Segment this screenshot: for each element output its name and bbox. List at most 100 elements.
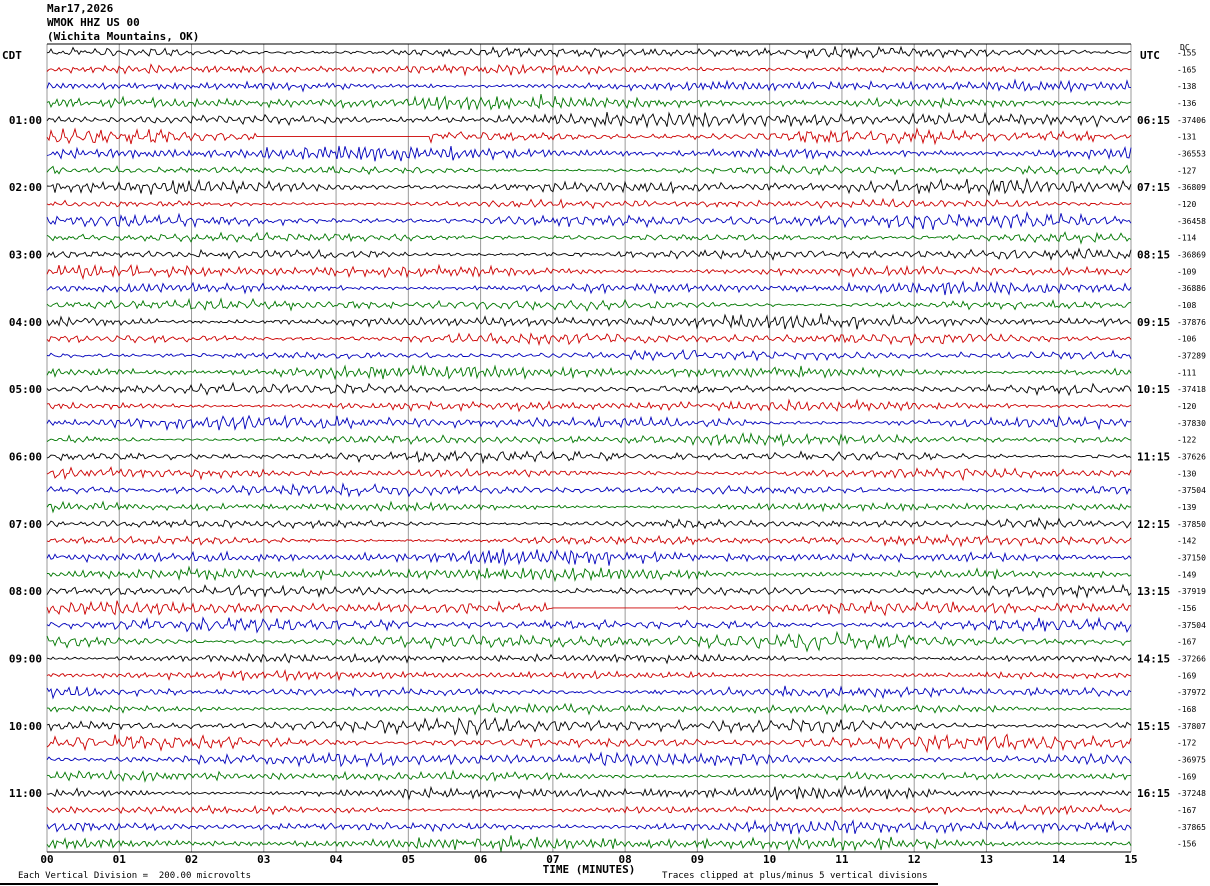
x-tick-label: 02: [185, 853, 198, 866]
x-tick-label: 01: [113, 853, 127, 866]
trace-row: [46, 630, 1132, 653]
dc-offset-value: -36458: [1177, 217, 1206, 226]
dc-offset-value: -37972: [1177, 688, 1206, 697]
header-location: (Wichita Mountains, OK): [47, 30, 200, 43]
trace-row: [46, 716, 1132, 737]
dc-offset-value: -37830: [1177, 419, 1206, 428]
trace-row: [46, 819, 1132, 835]
trace-row: [46, 533, 1132, 548]
bottom-bar: [0, 883, 938, 885]
dc-offset-value: -37876: [1177, 318, 1206, 327]
dc-offset-value: -37289: [1177, 351, 1206, 360]
right-time-label: 13:15: [1137, 585, 1170, 598]
trace-row: [46, 500, 1132, 514]
left-time-label: 09:00: [9, 652, 42, 665]
x-tick-label: 14: [1052, 853, 1066, 866]
left-time-label: 11:00: [9, 787, 42, 800]
x-axis-title: TIME (MINUTES): [542, 863, 636, 876]
dc-offset-header: DC: [1180, 43, 1190, 52]
left-time-label: 08:00: [9, 585, 42, 598]
x-tick-label: 10: [763, 853, 776, 866]
dc-offset-value: -168: [1177, 705, 1196, 714]
dc-offset-value: -139: [1177, 503, 1196, 512]
trace-row: [46, 177, 1132, 197]
dc-offset-value: -172: [1177, 739, 1196, 748]
left-time-label: 05:00: [9, 383, 42, 396]
trace-row: [46, 751, 1132, 768]
x-tick-label: 06: [474, 853, 488, 866]
dc-offset-value: -167: [1177, 638, 1196, 647]
x-tick-label: 09: [691, 853, 704, 866]
dc-offset-value: -114: [1177, 234, 1196, 243]
x-tick-label: 12: [908, 853, 921, 866]
left-time-label: 04:00: [9, 316, 42, 329]
right-time-label: 11:15: [1137, 450, 1170, 463]
dc-offset-value: -136: [1177, 99, 1196, 108]
trace-row: [46, 247, 1132, 261]
x-tick-label: 05: [402, 853, 415, 866]
trace-row: [46, 669, 1132, 683]
dc-offset-value: -169: [1177, 772, 1196, 781]
right-time-label: 16:15: [1137, 787, 1170, 800]
x-tick-label: 04: [329, 853, 343, 866]
trace-row: [46, 364, 1132, 381]
trace-row: [46, 231, 1132, 245]
trace-row: [46, 769, 1132, 783]
trace-row: [46, 381, 1132, 397]
header-date: Mar17,2026: [47, 2, 114, 15]
dc-offset-value: -111: [1177, 368, 1196, 377]
dc-offset-value: -165: [1177, 65, 1196, 74]
left-time-label: 02:00: [9, 181, 42, 194]
dc-offset-value: -156: [1177, 840, 1196, 849]
dc-offset-value: -130: [1177, 469, 1196, 478]
dc-offset-value: -37248: [1177, 789, 1206, 798]
trace-row: [46, 565, 1132, 583]
dc-offset-value: -37865: [1177, 823, 1206, 832]
dc-offset-value: -37406: [1177, 116, 1206, 125]
right-time-label: 09:15: [1137, 316, 1170, 329]
trace-row: [46, 652, 1132, 665]
dc-offset-value: -120: [1177, 200, 1196, 209]
dc-offset-value: -37807: [1177, 722, 1206, 731]
right-time-label: 12:15: [1137, 518, 1170, 531]
dc-offset-value: -36869: [1177, 250, 1206, 259]
x-tick-label: 03: [257, 853, 270, 866]
dc-offset-value: -169: [1177, 671, 1196, 680]
dc-offset-value: -108: [1177, 301, 1196, 310]
dc-offset-value: -37504: [1177, 486, 1206, 495]
trace-row: [46, 313, 1132, 330]
trace-row: [46, 733, 1132, 754]
trace-row: [46, 432, 1132, 447]
scale-note: Each Vertical Division = 200.00 microvol…: [18, 871, 251, 881]
right-timezone-label: UTC: [1140, 49, 1160, 62]
trace-row: [46, 516, 1132, 531]
trace-row: [46, 349, 1132, 362]
x-tick-label: 00: [40, 853, 53, 866]
trace-row: [46, 164, 1132, 176]
trace-row: [46, 482, 1132, 498]
dc-offset-value: -142: [1177, 537, 1196, 546]
dc-offset-value: -106: [1177, 335, 1196, 344]
trace-row: [46, 548, 1132, 567]
dc-offset-value: -156: [1177, 604, 1196, 613]
trace-row: [46, 145, 1132, 162]
trace-row: [46, 583, 1132, 599]
dc-offset-value: -36886: [1177, 284, 1206, 293]
left-time-label: 01:00: [9, 114, 42, 127]
x-tick-label: 11: [835, 853, 849, 866]
dc-offset-value: -138: [1177, 82, 1196, 91]
right-time-label: 14:15: [1137, 652, 1170, 665]
right-time-label: 06:15: [1137, 114, 1170, 127]
trace-row: [46, 45, 1132, 60]
clip-note: Traces clipped at plus/minus 5 vertical …: [662, 871, 928, 881]
x-tick-label: 08: [619, 853, 632, 866]
trace-row: [46, 127, 1132, 146]
dc-offset-value: -36975: [1177, 755, 1206, 764]
left-timezone-label: CDT: [2, 49, 22, 62]
trace-row: [46, 398, 1132, 413]
dc-offset-value: -37418: [1177, 385, 1206, 394]
trace-row: [46, 63, 1132, 77]
x-tick-label: 13: [980, 853, 993, 866]
